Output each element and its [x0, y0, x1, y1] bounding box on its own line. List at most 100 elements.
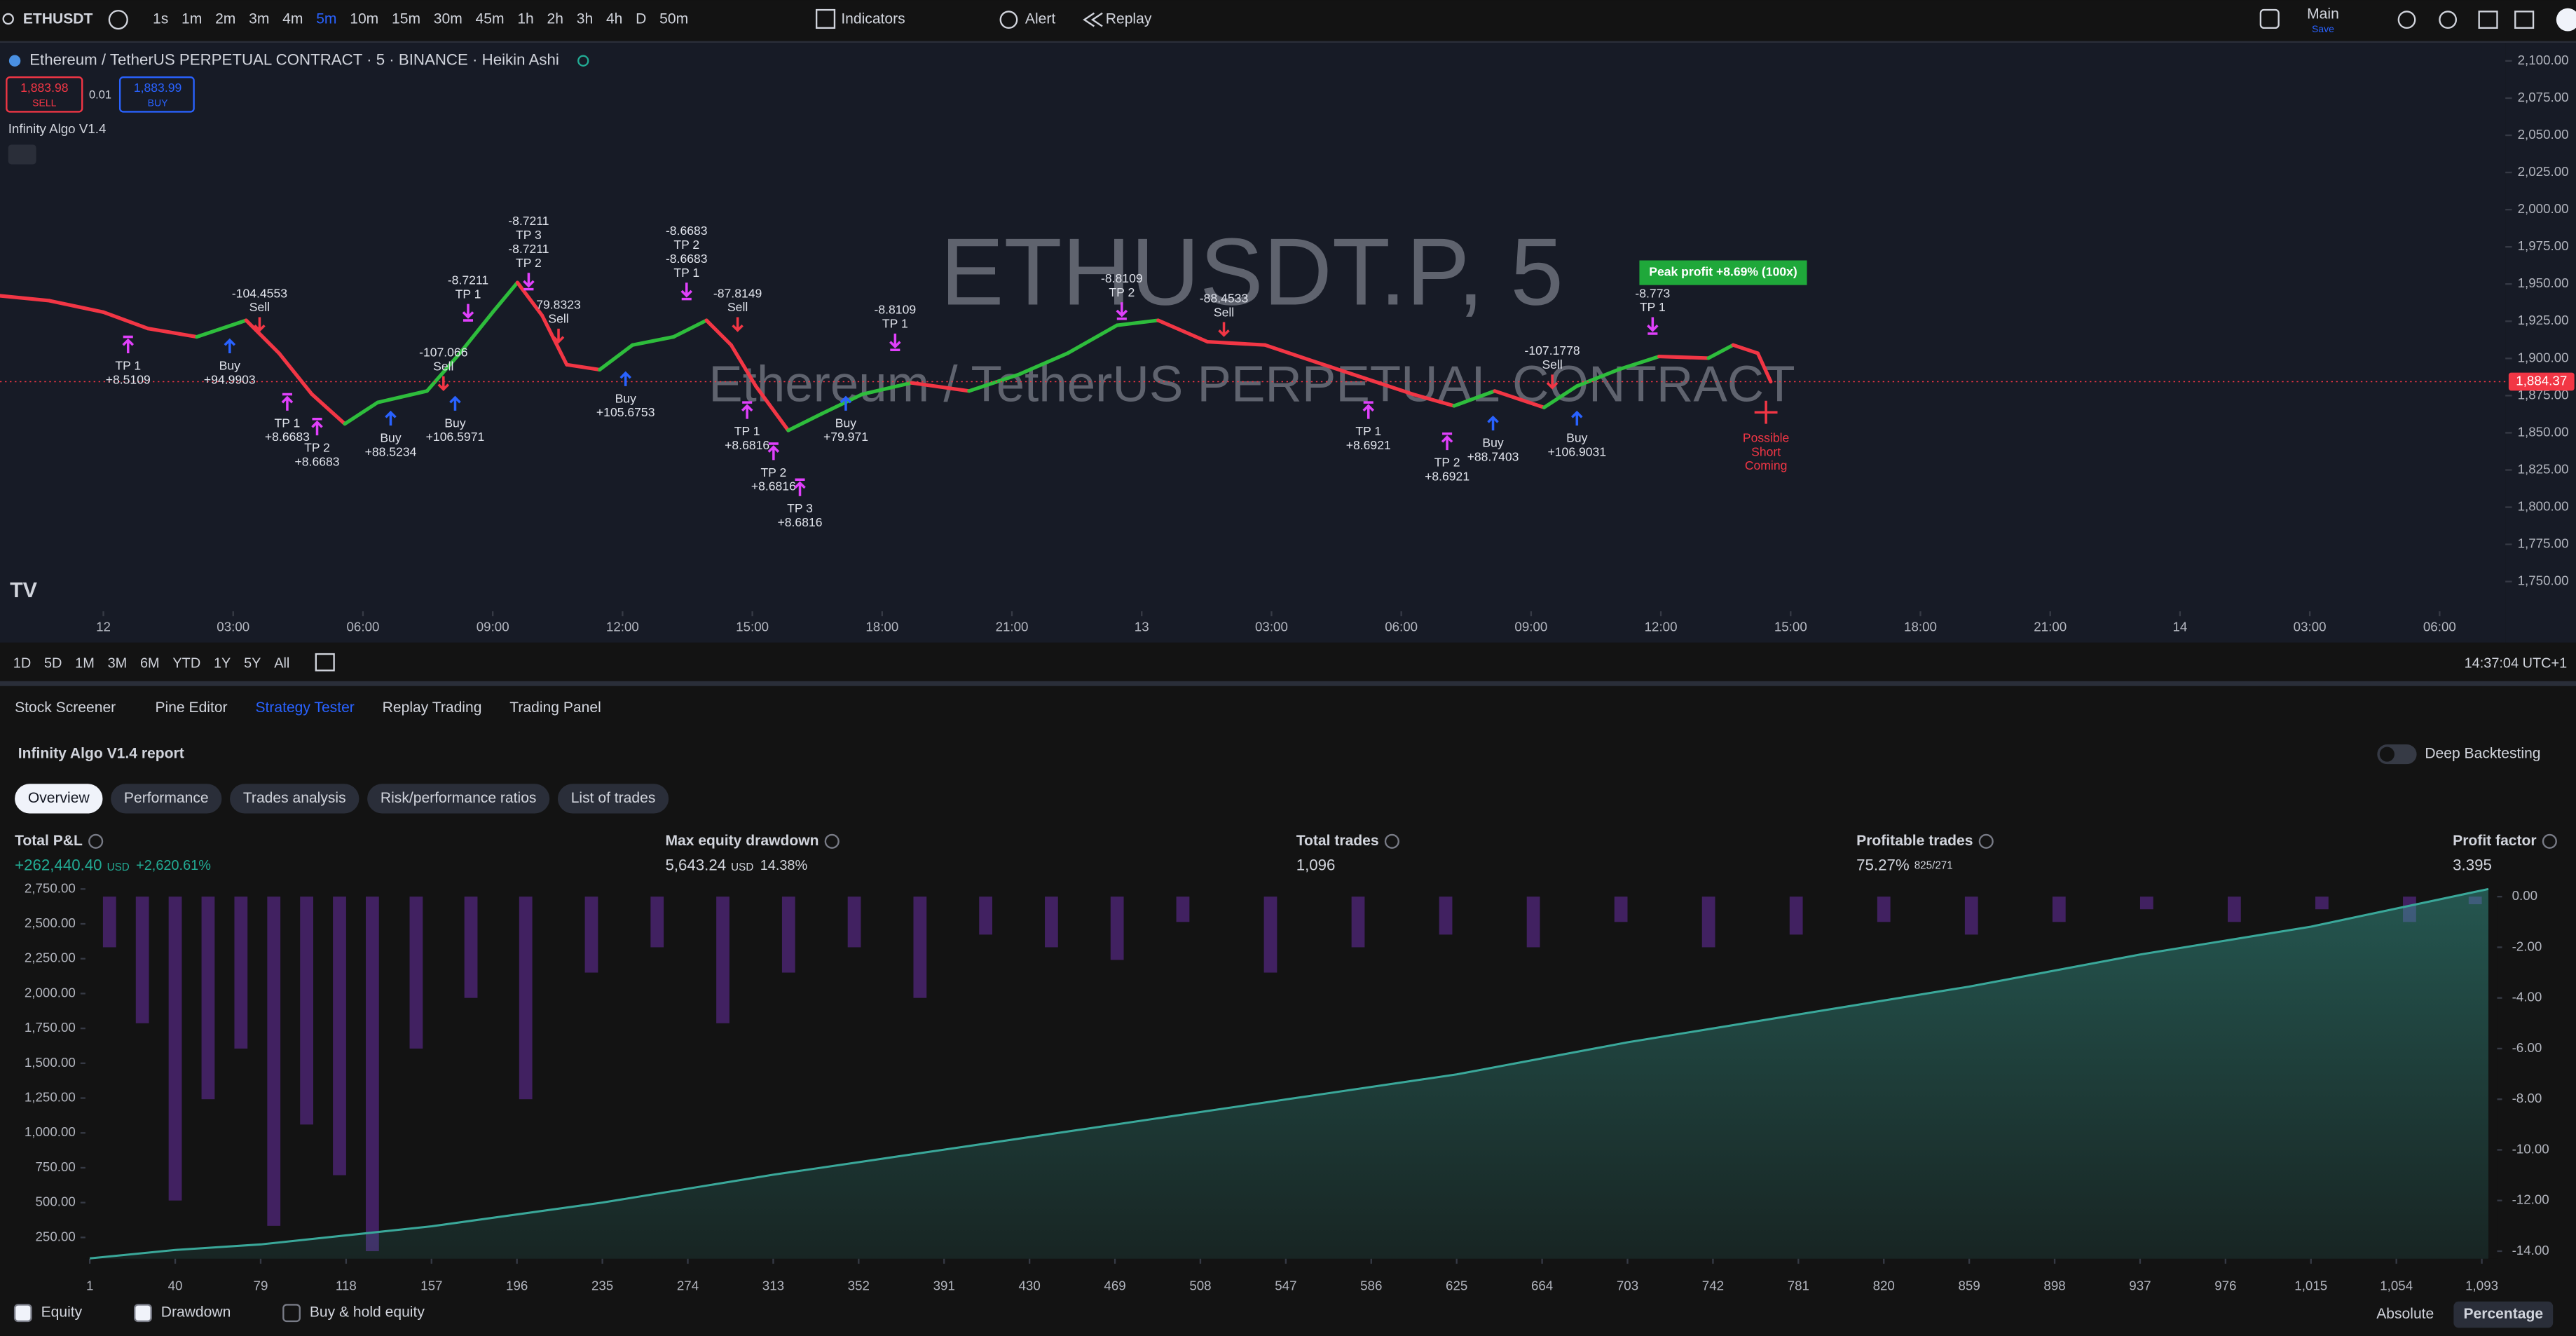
symbol-icon: [8, 55, 21, 67]
legend-entry[interactable]: Drawdown: [161, 1304, 231, 1321]
drawdown-bar: [979, 897, 993, 935]
replay-button[interactable]: Replay: [1106, 11, 1152, 27]
price-segment: [1066, 323, 1119, 355]
metric-value: 3.395: [2453, 856, 2492, 873]
signal-arrow: [619, 371, 631, 386]
price-segment: [244, 318, 281, 355]
price-segment: [1263, 343, 1317, 364]
price-segment: [1731, 343, 1760, 355]
layout-save[interactable]: Save: [2312, 23, 2334, 34]
trade-tick-label: 352: [848, 1279, 870, 1293]
signal-label: Buy: [219, 358, 241, 372]
report-tab-label[interactable]: Overview: [28, 790, 90, 806]
legend-checkbox[interactable]: [282, 1304, 301, 1323]
zoom-icon[interactable]: [2397, 11, 2416, 29]
buy-price[interactable]: 1,883.99: [134, 81, 181, 95]
price-segment: [101, 310, 150, 331]
range-button[interactable]: 5Y: [244, 655, 261, 671]
buy-label[interactable]: BUY: [148, 97, 169, 108]
layout-icon[interactable]: [2259, 8, 2280, 29]
range-button[interactable]: 1Y: [214, 655, 231, 671]
time-tick-label: 18:00: [1904, 620, 1937, 634]
report-title[interactable]: Infinity Algo V1.4 report: [18, 746, 184, 762]
report-tab[interactable]: [367, 784, 550, 814]
signal-label: Buy: [1566, 431, 1588, 445]
report-tab[interactable]: [230, 784, 359, 814]
view-toggle[interactable]: Percentage: [2463, 1306, 2543, 1322]
drawdown-tick-label: -2.00: [2512, 939, 2542, 953]
interval-button[interactable]: 30m: [434, 11, 463, 27]
alert-button[interactable]: Alert: [1025, 11, 1055, 27]
equity-tick-label: 2,250.00: [25, 950, 76, 965]
report-tab-label[interactable]: Performance: [124, 790, 209, 806]
interval-button[interactable]: 10m: [350, 11, 378, 27]
search-icon[interactable]: [2, 13, 14, 25]
legend-checkbox[interactable]: [13, 1304, 32, 1323]
indicators-button[interactable]: Indicators: [841, 11, 905, 27]
panel-tab[interactable]: Stock Screener: [15, 700, 116, 716]
settings-icon[interactable]: [2439, 11, 2458, 29]
drawdown-bar: [267, 897, 281, 1226]
range-button[interactable]: All: [274, 655, 289, 671]
interval-button[interactable]: 3m: [249, 11, 269, 27]
drawdown-bar: [333, 897, 346, 1175]
interval-button[interactable]: 3h: [577, 11, 593, 27]
legend-entry[interactable]: Buy & hold equity: [310, 1304, 425, 1321]
interval-button[interactable]: D: [636, 11, 646, 27]
interval-button[interactable]: 15m: [392, 11, 420, 27]
trade-tick-label: 586: [1360, 1279, 1382, 1293]
trade-tick-label: 820: [1873, 1279, 1895, 1293]
interval-button[interactable]: 4h: [606, 11, 622, 27]
legend-entry[interactable]: Equity: [41, 1304, 83, 1321]
interval-button[interactable]: 45m: [476, 11, 505, 27]
interval-button[interactable]: 4m: [282, 11, 303, 27]
interval-button[interactable]: 1s: [153, 11, 168, 27]
equity-tick-label: 1,750.00: [25, 1020, 76, 1035]
interval-button[interactable]: 2m: [215, 11, 235, 27]
report-tab-label[interactable]: Trades analysis: [243, 790, 346, 806]
layout-name[interactable]: Main: [2307, 6, 2339, 22]
sell-price[interactable]: 1,883.98: [20, 81, 69, 95]
price-tick-label: 2,050.00: [2518, 127, 2569, 142]
panel-tab[interactable]: Replay Trading: [383, 700, 482, 716]
trade-tick-label: 703: [1617, 1279, 1638, 1293]
price-tick-label: 1,975.00: [2518, 238, 2569, 253]
range-button[interactable]: 1M: [75, 655, 95, 671]
drawdown-tick-label: -14.00: [2512, 1243, 2549, 1257]
report-tab[interactable]: [557, 784, 669, 814]
report-tab[interactable]: [15, 784, 103, 814]
report-tab[interactable]: [111, 784, 222, 814]
view-toggle[interactable]: Absolute: [2376, 1306, 2434, 1322]
signal-label: 79.8323: [536, 298, 581, 312]
date-range-icon[interactable]: [315, 653, 335, 672]
range-button[interactable]: 5D: [44, 655, 62, 671]
drawdown-bar: [781, 897, 795, 973]
panel-tab[interactable]: Trading Panel: [509, 700, 601, 716]
range-button[interactable]: 3M: [108, 655, 128, 671]
drawdown-bar: [300, 897, 313, 1125]
report-tab-label[interactable]: List of trades: [571, 790, 656, 806]
panel-tab[interactable]: Pine Editor: [155, 700, 227, 716]
publish-button[interactable]: [2556, 8, 2576, 32]
interval-button[interactable]: 1m: [181, 11, 202, 27]
panel-tab[interactable]: Strategy Tester: [255, 700, 354, 716]
interval-button[interactable]: 5m: [316, 11, 336, 27]
interval-button[interactable]: 50m: [659, 11, 688, 27]
add-symbol[interactable]: [108, 10, 128, 30]
interval-button[interactable]: 2h: [547, 11, 563, 27]
symbol[interactable]: ETHUSDT: [23, 11, 93, 27]
sell-label[interactable]: SELL: [32, 97, 57, 108]
buy-button[interactable]: [118, 76, 195, 113]
range-button[interactable]: 6M: [140, 655, 160, 671]
legend-checkbox[interactable]: [134, 1304, 152, 1323]
interval-button[interactable]: 1h: [517, 11, 533, 27]
range-button[interactable]: YTD: [172, 655, 200, 671]
price-segment: [515, 280, 544, 318]
range-button[interactable]: 1D: [13, 655, 31, 671]
sell-button[interactable]: [6, 76, 83, 113]
collapse-button[interactable]: [8, 144, 36, 165]
signal-arrow: [1754, 400, 1778, 424]
report-tab-label[interactable]: Risk/performance ratios: [381, 790, 537, 806]
snapshot-icon[interactable]: [2514, 11, 2535, 29]
fullscreen-icon[interactable]: [2478, 11, 2498, 29]
